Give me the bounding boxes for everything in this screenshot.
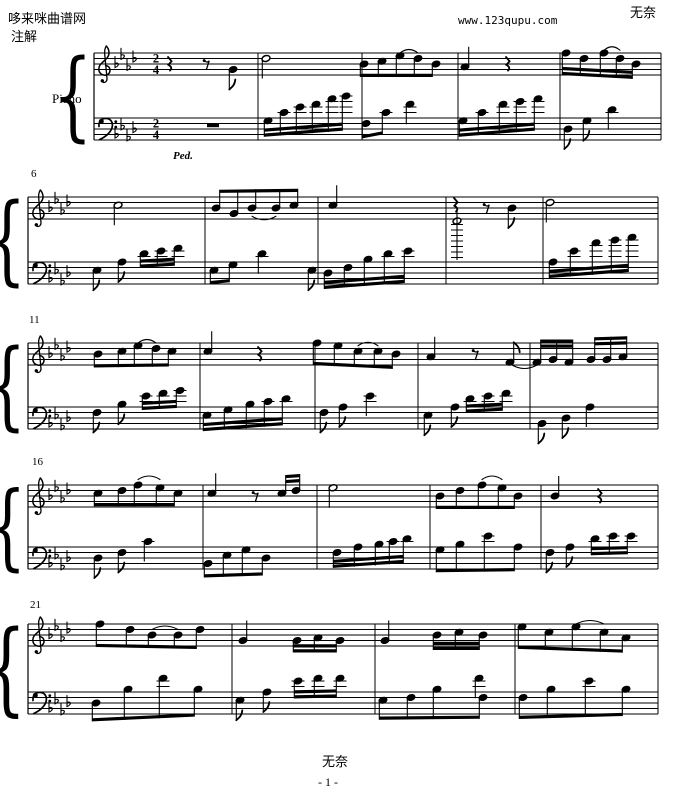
svg-text:{: { xyxy=(0,472,26,581)
grand-staff-system: { xyxy=(0,329,659,445)
pedal-mark: Ped. xyxy=(173,150,193,162)
svg-text:{: { xyxy=(0,609,26,727)
measure-number: 21 xyxy=(30,599,41,611)
svg-text:2: 2 xyxy=(153,117,159,131)
measure-number: 6 xyxy=(31,168,37,180)
svg-text:4: 4 xyxy=(153,63,160,77)
grand-staff-system: { xyxy=(0,184,659,297)
grand-staff-system: { xyxy=(0,609,659,727)
annotation-label: 注解 xyxy=(11,29,38,44)
site-url: www.123qupu.com xyxy=(458,14,558,27)
measure-number: 16 xyxy=(32,456,43,468)
svg-text:{: { xyxy=(54,40,92,153)
song-title-top: 无奈 xyxy=(630,5,657,20)
song-title-footer: 无奈 xyxy=(322,754,349,769)
instrument-label: Piano xyxy=(52,91,82,106)
page-number: - 1 - xyxy=(318,775,338,789)
grand-staff-system: { xyxy=(0,472,659,581)
svg-text:4: 4 xyxy=(153,128,160,142)
measure-number: 11 xyxy=(29,314,40,326)
svg-text:{: { xyxy=(0,329,26,441)
site-name: 哆来咪曲谱网 xyxy=(8,11,87,26)
svg-text:{: { xyxy=(0,184,26,297)
svg-text:2: 2 xyxy=(153,52,159,66)
